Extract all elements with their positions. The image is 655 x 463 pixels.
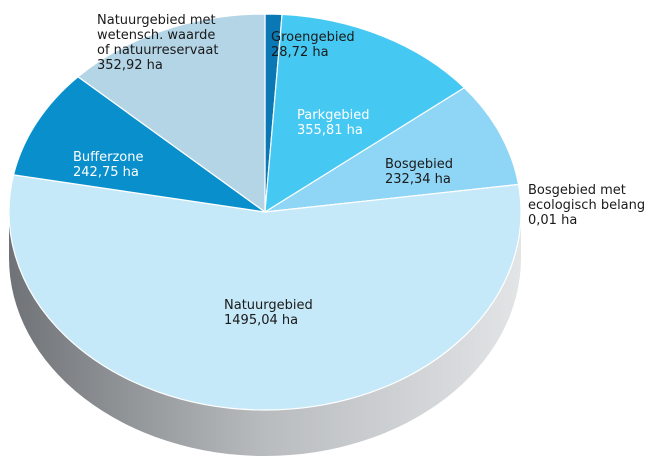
slice-value: 352,92 ha xyxy=(97,58,163,73)
pie-slice xyxy=(77,13,266,214)
pie-side xyxy=(9,212,521,456)
slice-name: Natuurgebied met wetensch. waarde of nat… xyxy=(97,13,219,58)
pie-slice xyxy=(264,86,520,213)
slice-value: 232,34 ha xyxy=(385,172,451,187)
slice-name: Bufferzone xyxy=(73,150,144,165)
slice-name: Bosgebied xyxy=(385,157,454,172)
slice-label: Natuurgebied 1495,04 ha xyxy=(224,298,313,328)
slice-name: Bosgebied met ecologisch belang xyxy=(528,183,646,213)
slice-name: Parkgebied xyxy=(297,108,370,123)
slice-value: 242,75 ha xyxy=(73,165,139,180)
slice-value: 355,81 ha xyxy=(297,123,363,138)
slice-label: Bosgebied met ecologisch belang 0,01 ha xyxy=(528,183,645,228)
pie-slice xyxy=(264,13,466,214)
slice-value: 0,01 ha xyxy=(528,213,578,228)
slice-value: 1495,04 ha xyxy=(224,313,299,328)
slice-label: Bufferzone 242,75 ha xyxy=(73,150,143,180)
pie-slice xyxy=(8,174,522,411)
slice-value: 28,72 ha xyxy=(271,45,329,60)
pie-slice xyxy=(12,76,266,213)
slice-label: Parkgebied 355,81 ha xyxy=(297,108,369,138)
slice-name: Natuurgebied xyxy=(224,298,313,313)
slice-label: Natuurgebied met wetensch. waarde of nat… xyxy=(97,13,218,73)
slice-label: Groengebied 28,72 ha xyxy=(271,30,355,60)
slice-name: Groengebied xyxy=(271,30,355,45)
slice-label: Bosgebied 232,34 ha xyxy=(385,157,453,187)
